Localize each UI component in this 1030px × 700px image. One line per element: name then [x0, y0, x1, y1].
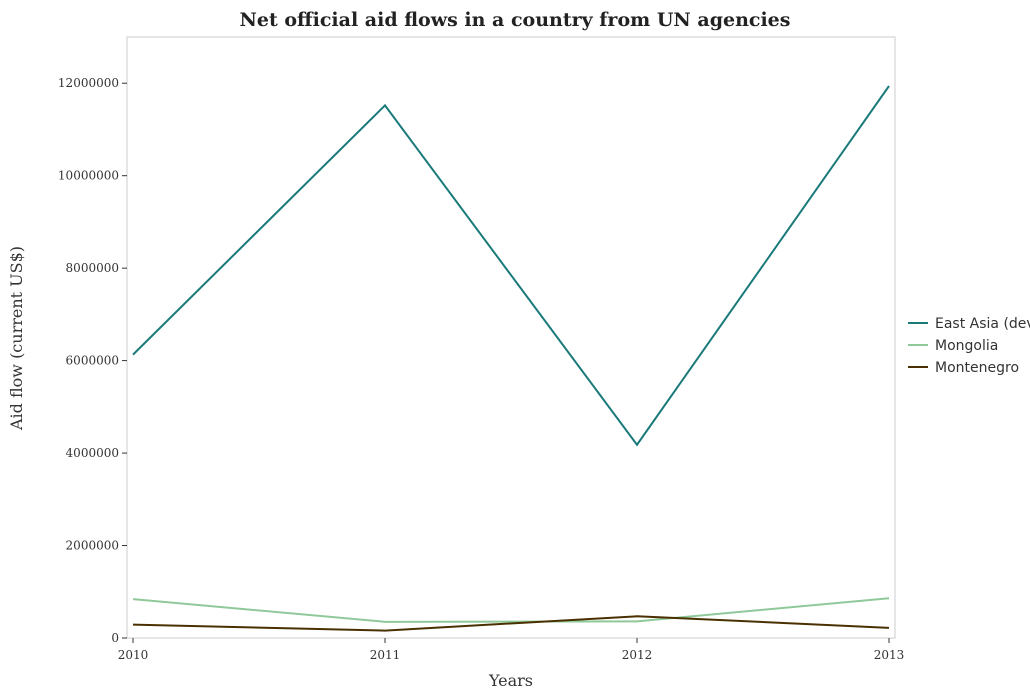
plot-area: [126, 36, 896, 639]
x-tick-label: 2012: [622, 648, 653, 662]
x-tick-label: 2010: [118, 648, 149, 662]
series-lines: [132, 85, 890, 632]
y-tick-label: 12000000: [58, 76, 119, 90]
x-axis-label: Years: [488, 671, 533, 690]
y-tick-label: 4000000: [66, 446, 119, 460]
x-tick-label: 2011: [370, 648, 401, 662]
legend-label: Mongolia: [935, 338, 998, 354]
y-tick-label: 6000000: [66, 354, 119, 368]
y-axis-label: Aid flow (current US$): [7, 246, 26, 431]
chart-title: Net official aid flows in a country from…: [240, 9, 791, 31]
y-tick-label: 0: [111, 631, 119, 645]
series-line-mongolia: [132, 597, 890, 623]
series-line-east-asia-developing-only: [132, 85, 890, 447]
y-tick-label: 2000000: [66, 539, 119, 553]
legend-label: Montenegro: [935, 360, 1019, 376]
y-tick-label: 8000000: [66, 261, 119, 275]
legend: East Asia (developing only) Mongolia Monte…: [908, 316, 1030, 376]
x-axis-ticks: 2010 2011 2012 2013: [118, 638, 905, 662]
legend-label: East Asia (developing only): [935, 316, 1030, 332]
y-axis-ticks: 0 2000000 4000000 6000000 8000000 10000000 120…: [58, 76, 127, 645]
x-tick-label: 2013: [874, 648, 905, 662]
series-line-montenegro: [132, 615, 890, 632]
y-tick-label: 10000000: [58, 169, 119, 183]
